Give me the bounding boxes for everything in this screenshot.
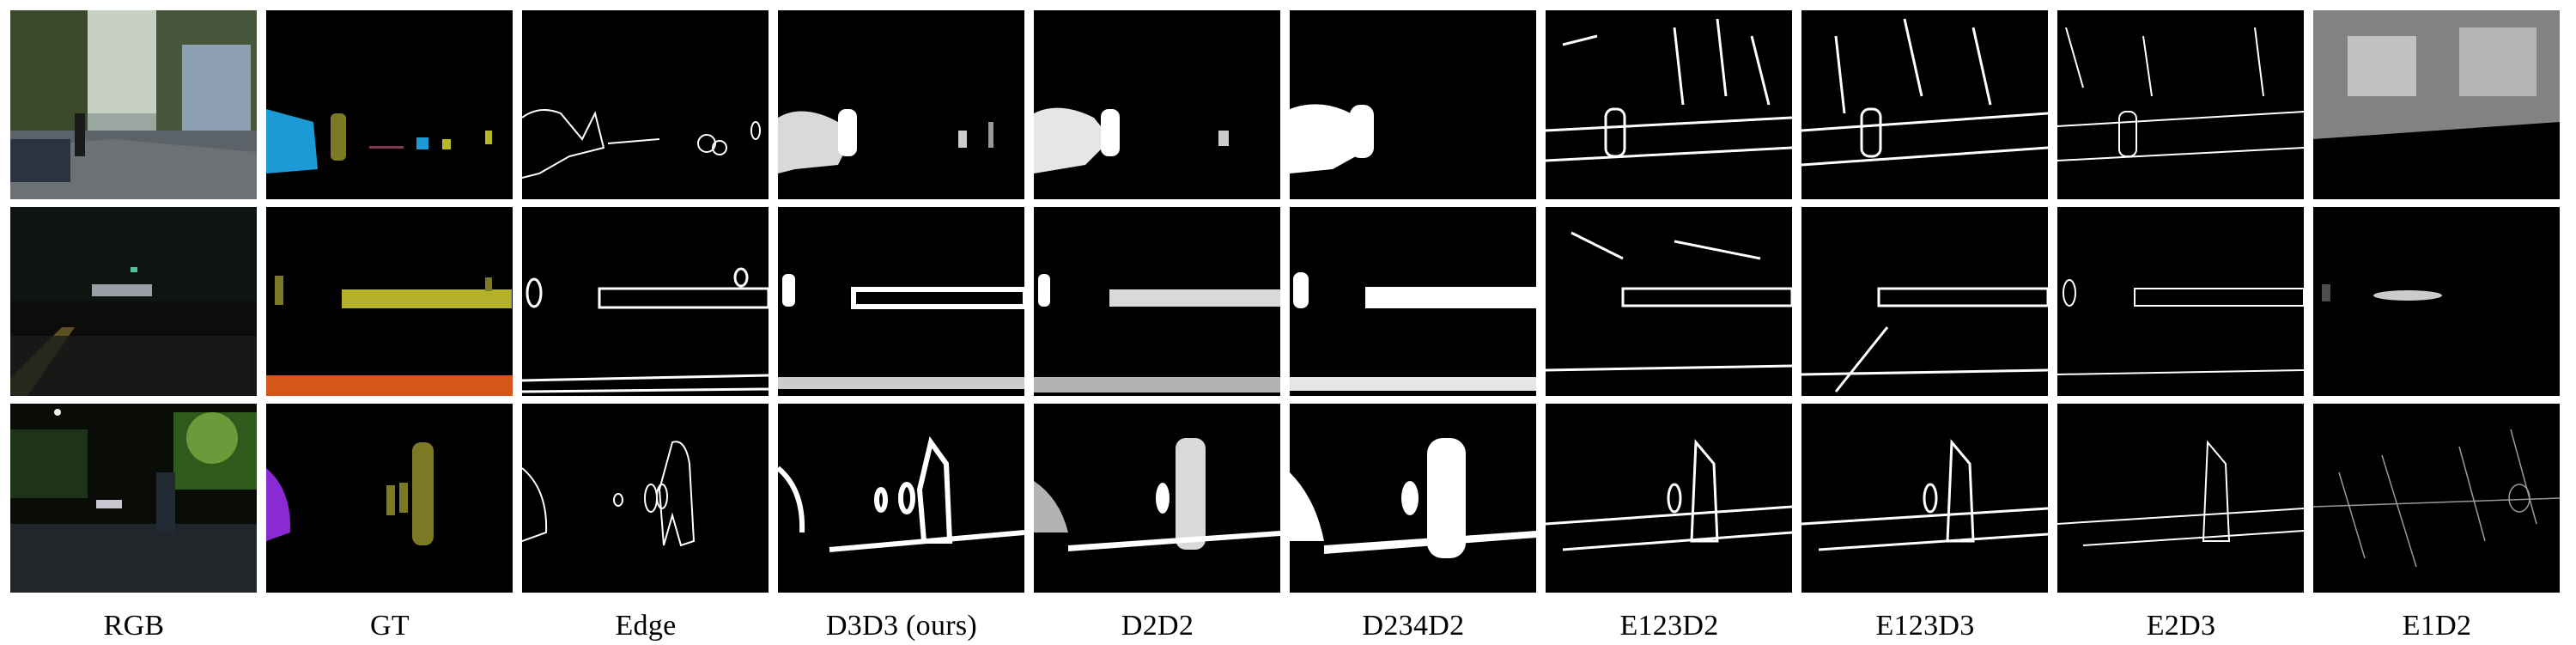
edge-row-2 <box>522 207 769 396</box>
d3d3-row-1 <box>778 10 1024 199</box>
label-edge: Edge <box>615 610 677 642</box>
gt-row-1 <box>266 10 513 199</box>
e2d3-row-2 <box>2057 207 2304 396</box>
edge-row-3 <box>522 404 769 593</box>
label-d2d2: D2D2 <box>1121 610 1194 642</box>
d234d2-row-1 <box>1290 10 1536 199</box>
d2d2-row-1 <box>1034 10 1280 199</box>
label-e1d2: E1D2 <box>2402 610 2472 642</box>
label-d234d2: D234D2 <box>1362 610 1465 642</box>
edge-row-1 <box>522 10 769 199</box>
e1d2-row-3 <box>2313 404 2560 593</box>
label-e123d2: E123D2 <box>1619 610 1719 642</box>
d234d2-row-2 <box>1290 207 1536 396</box>
d3d3-row-3 <box>778 404 1024 593</box>
e123d2-row-2 <box>1546 207 1792 396</box>
e1d2-row-1 <box>2313 10 2560 199</box>
label-e123d3: E123D3 <box>1875 610 1975 642</box>
gt-row-2 <box>266 207 513 396</box>
label-d3d3: D3D3 (ours) <box>825 610 978 642</box>
e1d2-row-2 <box>2313 207 2560 396</box>
e123d3-row-3 <box>1801 404 2048 593</box>
label-gt: GT <box>370 610 410 642</box>
d3d3-row-2 <box>778 207 1024 396</box>
rgb-row-3 <box>10 404 257 593</box>
comparison-figure: RGB GT Edge D3D3 (ours) D2D2 D234D2 E123… <box>10 10 2566 642</box>
e123d3-row-1 <box>1801 10 2048 199</box>
rgb-row-1 <box>10 10 257 199</box>
label-rgb: RGB <box>103 610 165 642</box>
e2d3-row-3 <box>2057 404 2304 593</box>
e123d3-row-2 <box>1801 207 2048 396</box>
e2d3-row-1 <box>2057 10 2304 199</box>
e123d2-row-1 <box>1546 10 1792 199</box>
d234d2-row-3 <box>1290 404 1536 593</box>
e123d2-row-3 <box>1546 404 1792 593</box>
gt-row-3 <box>266 404 513 593</box>
d2d2-row-3 <box>1034 404 1280 593</box>
label-e2d3: E2D3 <box>2146 610 2216 642</box>
d2d2-row-2 <box>1034 207 1280 396</box>
rgb-row-2 <box>10 207 257 396</box>
